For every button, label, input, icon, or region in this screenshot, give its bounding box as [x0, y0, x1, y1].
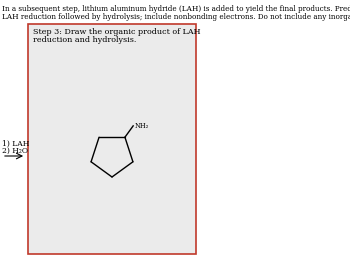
Text: NH₂: NH₂	[134, 122, 148, 130]
Text: 1) LAH: 1) LAH	[2, 140, 29, 148]
Bar	[28, 24, 196, 254]
Text: 2) H₂O: 2) H₂O	[2, 147, 28, 155]
Text: reduction and hydrolysis.: reduction and hydrolysis.	[33, 36, 136, 44]
Text: Step 3: Draw the organic product of LAH: Step 3: Draw the organic product of LAH	[33, 28, 201, 36]
Text: In a subsequent step, lithium aluminum hydride (LAH) is added to yield the final: In a subsequent step, lithium aluminum h…	[2, 5, 350, 13]
Text: LAH reduction followed by hydrolysis; include nonbonding electrons. Do not inclu: LAH reduction followed by hydrolysis; in…	[2, 13, 350, 21]
